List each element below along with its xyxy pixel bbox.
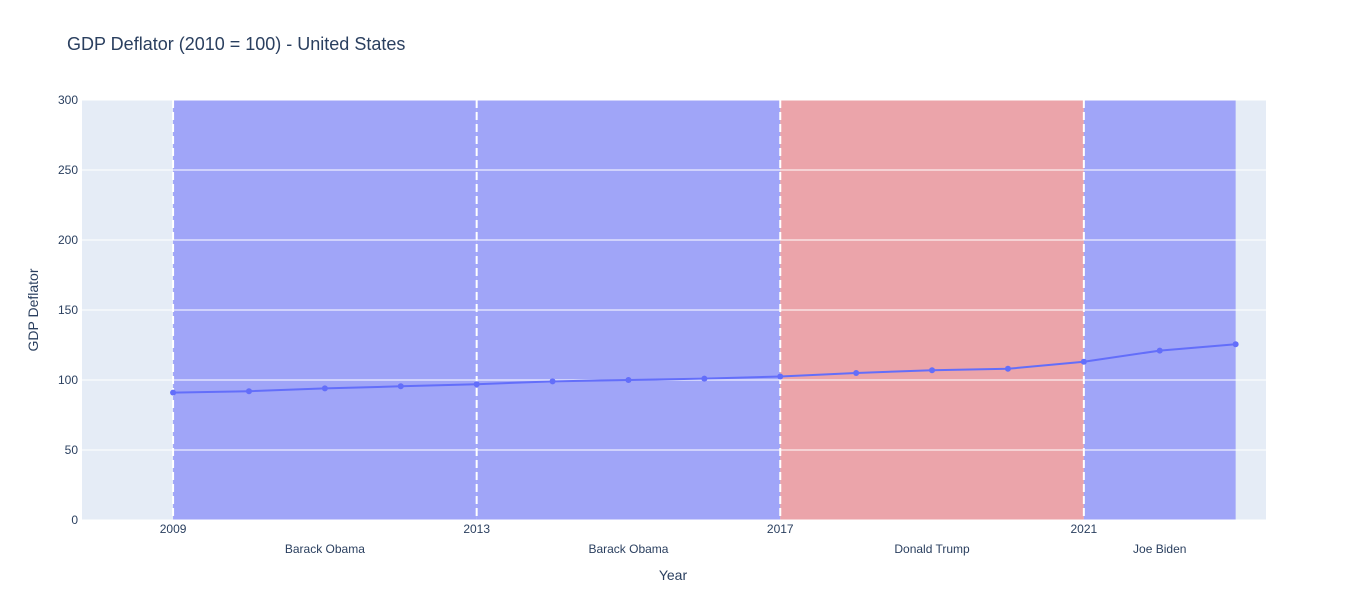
term-label-2: Donald Trump <box>894 542 970 556</box>
y-tick-label-0: 0 <box>71 513 78 527</box>
data-point-2016 <box>701 375 708 382</box>
y-tick-label-150: 150 <box>58 303 78 317</box>
y-tick-label-100: 100 <box>58 373 78 387</box>
y-tick-label-200: 200 <box>58 233 78 247</box>
term-label-3: Joe Biden <box>1133 542 1186 556</box>
data-point-2015 <box>625 377 632 383</box>
x-tick-label-2017: 2017 <box>767 522 794 536</box>
data-point-2012 <box>397 383 404 390</box>
term-label-0: Barack Obama <box>285 542 365 556</box>
term-label-1: Barack Obama <box>588 542 668 556</box>
x-tick-label-2009: 2009 <box>160 522 187 536</box>
x-tick-label-2021: 2021 <box>1070 522 1097 536</box>
data-point-2010 <box>245 388 252 395</box>
y-tick-label-300: 300 <box>58 93 78 107</box>
x-axis-title: Year <box>659 567 688 583</box>
data-point-2018 <box>853 370 860 376</box>
chart-title: GDP Deflator (2010 = 100) - United State… <box>67 34 405 54</box>
data-point-2020 <box>1004 365 1011 372</box>
x-tick-label-2013: 2013 <box>463 522 490 536</box>
data-point-2009 <box>170 389 177 396</box>
y-axis-title: GDP Deflator <box>25 268 41 351</box>
data-point-2023 <box>1232 341 1239 348</box>
data-point-2017 <box>777 373 784 380</box>
data-point-2011 <box>321 385 328 392</box>
data-point-2021 <box>1080 358 1087 365</box>
data-point-2022 <box>1156 347 1163 354</box>
data-point-2013 <box>473 381 480 388</box>
y-tick-label-250: 250 <box>58 163 78 177</box>
data-point-2019 <box>929 367 936 374</box>
data-point-2014 <box>549 378 556 385</box>
y-tick-label-50: 50 <box>65 443 79 457</box>
